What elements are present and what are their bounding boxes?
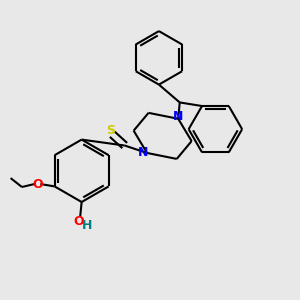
Text: N: N [138,146,148,160]
Text: N: N [173,110,183,123]
Text: S: S [106,124,115,137]
Text: H: H [82,219,92,232]
Text: O: O [74,215,84,228]
Text: O: O [32,178,43,190]
